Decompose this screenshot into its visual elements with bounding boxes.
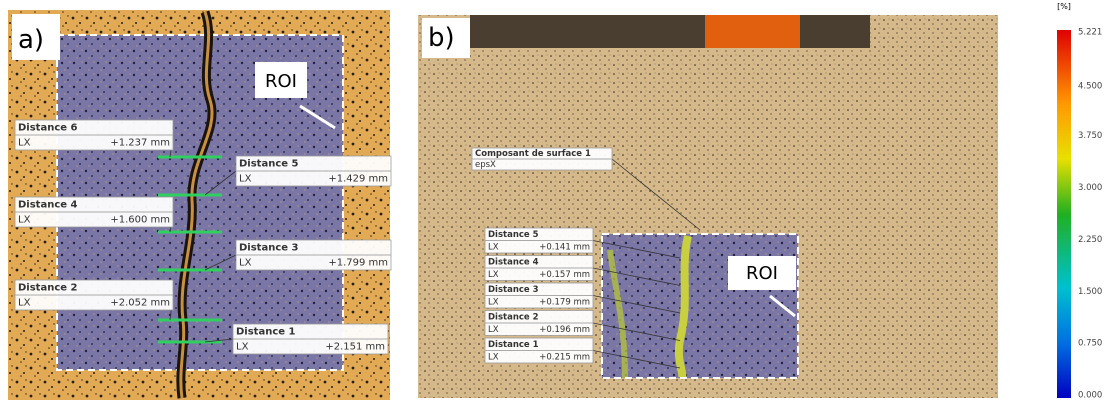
box-title: Distance 3 <box>488 285 539 295</box>
box-measure: LX <box>488 325 499 335</box>
roi-label: ROI <box>746 263 778 284</box>
box-measure: LX <box>488 242 499 252</box>
box-title: Distance 3 <box>239 243 299 254</box>
box-title: Distance 1 <box>488 340 539 350</box>
box-title: Distance 4 <box>18 200 78 211</box>
strain-band <box>607 249 628 379</box>
roi-arrow <box>769 294 796 318</box>
box-value: +0.215 mm <box>539 352 590 362</box>
measure-box: Distance 3 LX +1.799 mm <box>204 239 392 271</box>
leader-line <box>204 254 237 271</box>
box-title: Composant de surface 1 <box>475 149 591 159</box>
roi-arrow <box>299 104 336 130</box>
measure-box: Distance 5 LX +1.429 mm <box>204 155 392 196</box>
roi-box <box>728 256 796 290</box>
box-title: Distance 4 <box>488 257 539 267</box>
box-title: Distance 5 <box>488 230 539 240</box>
colorbar-tick-label: 0.000 <box>1078 391 1102 401</box>
measure-box: Distance 1 LX +0.215 mm <box>484 337 681 369</box>
box-value: +0.141 mm <box>539 242 590 252</box>
colorbar-tick-label: 2.250 <box>1078 235 1102 245</box>
leader-line <box>204 170 237 196</box>
leader-line <box>204 338 234 343</box>
leader-line <box>592 322 681 341</box>
roi-area <box>602 234 798 378</box>
roi-label: ROI <box>265 71 297 92</box>
box-measure: epsX <box>475 160 496 170</box>
box-measure: LX <box>239 174 252 185</box>
measure-box: Distance 4 LX +1.600 mm <box>14 196 174 233</box>
colorbar-tick-label: 4.500 <box>1078 81 1102 91</box>
leader-line <box>592 240 681 259</box>
measure-box: Distance 1 LX +2.151 mm <box>204 323 389 355</box>
label-bg <box>12 14 60 60</box>
box-measure: LX <box>488 297 499 307</box>
label-bg <box>422 18 470 58</box>
box-measure: LX <box>18 215 31 226</box>
roi-box <box>255 62 307 98</box>
colorbar-tick-label: 3.750 <box>1078 131 1102 141</box>
box-title: Distance 1 <box>236 327 296 338</box>
leader-line <box>592 267 681 286</box>
panel-label: b) <box>428 23 455 53</box>
colorbar-tick-label: 3.000 <box>1078 183 1102 193</box>
box-value: +0.179 mm <box>539 297 590 307</box>
panel-a: a) ROI <box>8 10 390 400</box>
colorbar-unit: [%] <box>1057 2 1071 11</box>
box-value: +2.052 mm <box>110 298 170 309</box>
box-measure: LX <box>488 352 499 362</box>
colorbar-tick-label: 1.500 <box>1078 287 1102 297</box>
box-value: +1.429 mm <box>328 174 388 185</box>
colorbar-scale <box>1057 30 1071 398</box>
box-value: +1.600 mm <box>110 215 170 226</box>
roi-border <box>56 34 344 371</box>
measure-box: Distance 5 LX +0.141 mm <box>484 227 681 259</box>
measure-box: Distance 6 LX +1.237 mm <box>14 119 174 158</box>
grip <box>470 15 870 48</box>
box-value: +1.799 mm <box>328 258 388 269</box>
strain-band <box>674 235 692 380</box>
box-measure: LX <box>236 342 249 353</box>
colorbar-tick-label: 0.750 <box>1078 339 1102 349</box>
roi-border <box>601 233 799 379</box>
box-measure: LX <box>488 270 499 280</box>
leader-line <box>592 295 681 314</box>
box-value: +1.237 mm <box>110 138 170 149</box>
box-measure: LX <box>18 138 31 149</box>
box-value: +2.151 mm <box>325 342 385 353</box>
colorbar: [%] 5.221 4.500 3.750 3.000 2.250 1.500 0.750 0… <box>1057 2 1102 401</box>
crack-edge <box>179 11 214 399</box>
panel-label: a) <box>18 25 44 55</box>
box-title: Distance 2 <box>488 312 539 322</box>
box-value: +0.196 mm <box>539 325 590 335</box>
measure-box: Distance 2 LX +2.052 mm <box>14 279 174 321</box>
measure-box: Distance 3 LX +0.179 mm <box>484 282 681 314</box>
measure-box: Distance 2 LX +0.196 mm <box>484 310 681 341</box>
box-measure: LX <box>18 298 31 309</box>
box-title: Distance 5 <box>239 159 299 170</box>
box-title: Distance 6 <box>18 123 78 134</box>
colorbar-tick-label: 5.221 <box>1078 28 1102 38</box>
box-measure: LX <box>239 258 252 269</box>
leader-line <box>592 350 681 369</box>
box-value: +0.157 mm <box>539 270 590 280</box>
box-title: Distance 2 <box>18 283 78 294</box>
grip-orange <box>705 15 800 48</box>
measure-box: Distance 4 LX +0.157 mm <box>484 255 681 286</box>
leader-line <box>611 158 701 231</box>
